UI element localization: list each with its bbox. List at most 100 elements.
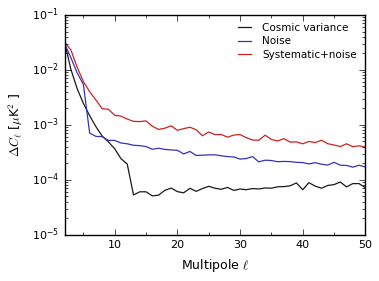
Systematic+noise <box>344 142 349 146</box>
Noise <box>332 161 336 164</box>
X-axis label: Multipole $\ell$: Multipole $\ell$ <box>181 257 249 274</box>
Noise <box>250 155 255 158</box>
Systematic+noise <box>113 114 117 117</box>
Systematic+noise <box>213 133 217 136</box>
Systematic+noise <box>188 126 192 129</box>
Cosmic variance <box>131 193 136 197</box>
Cosmic variance <box>75 87 79 90</box>
Noise <box>213 153 217 157</box>
Systematic+noise <box>351 145 355 148</box>
Systematic+noise <box>257 139 261 142</box>
Cosmic variance <box>106 140 111 144</box>
Noise <box>338 164 343 167</box>
Systematic+noise <box>69 48 73 52</box>
Noise <box>326 163 330 167</box>
Cosmic variance <box>62 40 67 44</box>
Noise <box>301 161 305 164</box>
Noise <box>307 162 311 166</box>
Line: Cosmic variance: Cosmic variance <box>64 42 365 196</box>
Noise <box>238 157 242 161</box>
Noise <box>62 42 67 46</box>
Noise <box>88 132 92 135</box>
Noise <box>194 154 199 157</box>
Systematic+noise <box>275 139 280 143</box>
Systematic+noise <box>182 127 186 130</box>
Cosmic variance <box>219 188 224 191</box>
Noise <box>131 144 136 147</box>
Noise <box>94 135 98 138</box>
Noise <box>219 154 224 157</box>
Cosmic variance <box>282 185 286 188</box>
Noise <box>163 148 167 151</box>
Systematic+noise <box>357 144 361 148</box>
Systematic+noise <box>88 90 92 93</box>
Systematic+noise <box>263 133 267 137</box>
Systematic+noise <box>81 80 86 83</box>
Cosmic variance <box>250 187 255 190</box>
Cosmic variance <box>332 183 336 186</box>
Noise <box>188 150 192 153</box>
Cosmic variance <box>94 125 98 128</box>
Noise <box>313 161 318 164</box>
Cosmic variance <box>138 190 142 194</box>
Noise <box>169 148 173 152</box>
Systematic+noise <box>332 143 336 147</box>
Systematic+noise <box>313 141 318 144</box>
Noise <box>156 146 161 150</box>
Systematic+noise <box>94 98 98 102</box>
Noise <box>225 155 230 158</box>
Cosmic variance <box>125 162 130 166</box>
Cosmic variance <box>301 188 305 191</box>
Noise <box>175 149 180 152</box>
Noise <box>232 155 236 159</box>
Noise <box>357 164 361 167</box>
Line: Systematic+noise: Systematic+noise <box>64 42 365 147</box>
Cosmic variance <box>150 194 155 198</box>
Noise <box>150 148 155 151</box>
Noise <box>288 160 293 163</box>
Noise <box>351 166 355 169</box>
Systematic+noise <box>131 120 136 123</box>
Cosmic variance <box>69 68 73 71</box>
Systematic+noise <box>156 128 161 131</box>
Cosmic variance <box>207 185 211 188</box>
Systematic+noise <box>301 142 305 146</box>
Systematic+noise <box>163 126 167 130</box>
Noise <box>257 160 261 164</box>
Legend: Cosmic variance, Noise, Systematic+noise: Cosmic variance, Noise, Systematic+noise <box>232 20 360 63</box>
Cosmic variance <box>288 184 293 187</box>
Systematic+noise <box>150 124 155 128</box>
Noise <box>106 139 111 142</box>
Cosmic variance <box>213 187 217 190</box>
Cosmic variance <box>119 157 123 160</box>
Systematic+noise <box>294 140 299 144</box>
Systematic+noise <box>238 133 242 136</box>
Noise <box>119 141 123 145</box>
Systematic+noise <box>207 130 211 134</box>
Systematic+noise <box>100 107 105 110</box>
Cosmic variance <box>225 186 230 189</box>
Noise <box>319 162 324 166</box>
Systematic+noise <box>269 138 274 141</box>
Line: Noise: Noise <box>64 44 365 167</box>
Systematic+noise <box>119 114 123 118</box>
Noise <box>200 153 205 157</box>
Noise <box>275 160 280 163</box>
Cosmic variance <box>257 187 261 191</box>
Cosmic variance <box>113 147 117 150</box>
Cosmic variance <box>313 184 318 188</box>
Noise <box>294 161 299 164</box>
Cosmic variance <box>182 191 186 194</box>
Noise <box>363 165 368 169</box>
Cosmic variance <box>351 182 355 185</box>
Cosmic variance <box>269 187 274 190</box>
Systematic+noise <box>75 65 79 69</box>
Noise <box>244 157 249 160</box>
Systematic+noise <box>225 135 230 139</box>
Systematic+noise <box>169 124 173 128</box>
Systematic+noise <box>106 108 111 111</box>
Noise <box>125 142 130 146</box>
Noise <box>69 56 73 59</box>
Systematic+noise <box>288 140 293 144</box>
Systematic+noise <box>326 142 330 145</box>
